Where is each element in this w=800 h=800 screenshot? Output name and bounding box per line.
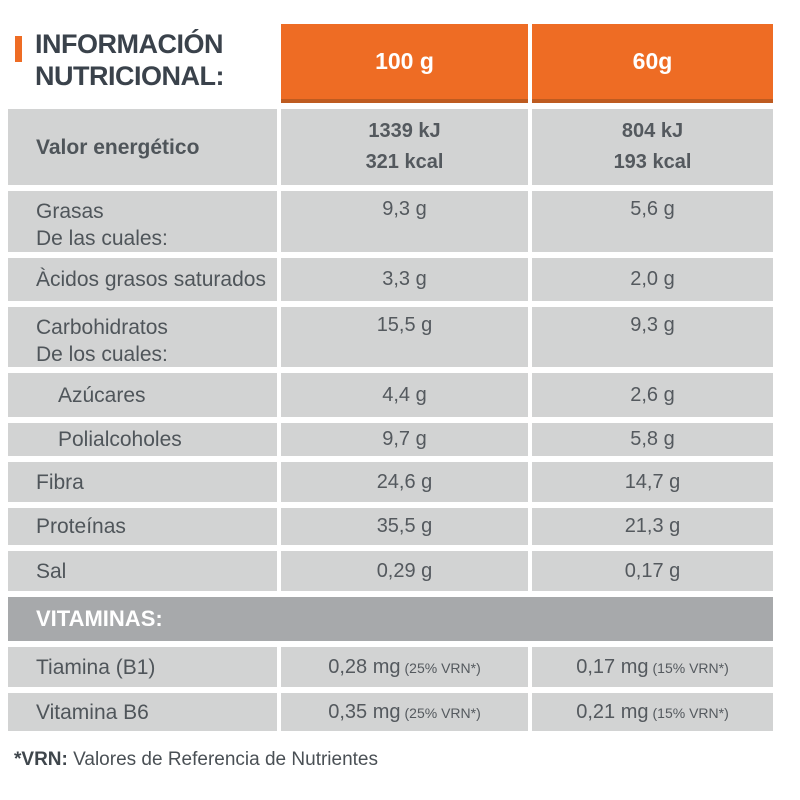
value-100g: 4,4 g: [281, 373, 528, 417]
row-label: Sal: [8, 551, 277, 591]
value-vrn-note: (25% VRN*): [404, 659, 481, 676]
row-label: Polialcoholes: [8, 423, 277, 456]
row-label-text: Vitamina B6: [36, 700, 149, 724]
table-row: Valor energético 1339 kJ 321 kcal 804 kJ…: [8, 109, 773, 185]
value-60g: 0,21 mg (15% VRN*): [532, 693, 773, 731]
value-100g: 0,29 g: [281, 551, 528, 591]
value-60g: 2,0 g: [532, 258, 773, 301]
page-title-line2: NUTRICIONAL:: [35, 61, 224, 91]
value-60g: 21,3 g: [532, 508, 773, 545]
vrn-footnote: *VRN: Valores de Referencia de Nutriente…: [14, 749, 800, 771]
value-100g: 24,6 g: [281, 462, 528, 502]
table-row: Azúcares 4,4 g 2,6 g: [8, 373, 773, 417]
value-vrn-note: (25% VRN*): [404, 704, 481, 721]
page-title: INFORMACIÓN NUTRICIONAL:: [35, 28, 277, 92]
row-label: Proteínas: [8, 508, 277, 545]
value-60g: 0,17 g: [532, 551, 773, 591]
title-cell: INFORMACIÓN NUTRICIONAL:: [8, 24, 277, 103]
row-label-text: Fibra: [36, 470, 84, 494]
value-60g: 0,17 mg (15% VRN*): [532, 647, 773, 687]
row-label: Grasas De las cuales:: [8, 191, 277, 252]
value-100g: 15,5 g: [281, 307, 528, 367]
table-header: INFORMACIÓN NUTRICIONAL: 100 g 60g: [8, 24, 773, 103]
value-100g: 9,3 g: [281, 191, 528, 252]
table-row: Sal 0,29 g 0,17 g: [8, 551, 773, 591]
value-60g: 2,6 g: [532, 373, 773, 417]
value-60g: 5,6 g: [532, 191, 773, 252]
vitamins-section-header: VITAMINAS:: [8, 597, 773, 641]
value-60g: 5,8 g: [532, 423, 773, 456]
row-label-text: Sal: [36, 559, 67, 583]
value-60g: 804 kJ 193 kcal: [532, 109, 773, 185]
table-row: Tiamina (B1) 0,28 mg (25% VRN*) 0,17 mg …: [8, 647, 773, 687]
vrn-footnote-text: Valores de Referencia de Nutrientes: [67, 749, 378, 770]
value-100g: 0,35 mg (25% VRN*): [281, 693, 528, 731]
value-100g: 0,28 mg (25% VRN*): [281, 647, 528, 687]
row-label: Fibra: [8, 462, 277, 502]
table-row: Vitamina B6 0,35 mg (25% VRN*) 0,21 mg (…: [8, 693, 773, 731]
row-sublabel-text: De los cuales:: [36, 343, 168, 366]
column-header-100g: 100 g: [281, 24, 528, 103]
row-label-text: Azúcares: [58, 383, 146, 407]
row-label-text: Grasas: [36, 200, 104, 223]
row-label: Àcidos grasos saturados: [8, 258, 277, 301]
value-amount: 0,28 mg: [328, 655, 401, 678]
value-vrn-note: (15% VRN*): [652, 704, 729, 721]
table-row: Carbohidratos De los cuales: 15,5 g 9,3 …: [8, 307, 773, 367]
table-row: Proteínas 35,5 g 21,3 g: [8, 508, 773, 545]
table-row: Fibra 24,6 g 14,7 g: [8, 462, 773, 502]
value-100g: 1339 kJ 321 kcal: [281, 109, 528, 185]
row-label: Carbohidratos De los cuales:: [8, 307, 277, 367]
row-label-text: Àcidos grasos saturados: [36, 268, 266, 291]
nutrition-table: INFORMACIÓN NUTRICIONAL: 100 g 60g Valor…: [8, 24, 773, 731]
page-title-line1: INFORMACIÓN: [35, 29, 223, 59]
vrn-footnote-abbr: *VRN:: [14, 749, 68, 770]
orange-accent-bar-icon: [15, 36, 22, 62]
table-row: Grasas De las cuales: 9,3 g 5,6 g: [8, 191, 773, 252]
column-header-60g: 60g: [532, 24, 773, 103]
value-100g: 35,5 g: [281, 508, 528, 545]
value-100g: 3,3 g: [281, 258, 528, 301]
value-amount: 0,21 mg: [576, 700, 649, 723]
value-60g: 9,3 g: [532, 307, 773, 367]
row-label: Azúcares: [8, 373, 277, 417]
value-vrn-note: (15% VRN*): [652, 659, 729, 676]
row-label-text: Valor energético: [36, 135, 200, 159]
row-label-text: Carbohidratos: [36, 316, 168, 339]
table-row: Àcidos grasos saturados 3,3 g 2,0 g: [8, 258, 773, 301]
row-label-text: Tiamina (B1): [36, 655, 156, 679]
value-60g: 14,7 g: [532, 462, 773, 502]
value-amount: 0,35 mg: [328, 700, 401, 723]
row-label: Tiamina (B1): [8, 647, 277, 687]
value-amount: 0,17 mg: [576, 655, 649, 678]
row-label: Valor energético: [8, 109, 277, 185]
row-label: Vitamina B6: [8, 693, 277, 731]
value-100g: 9,7 g: [281, 423, 528, 456]
row-label-text: Polialcoholes: [58, 428, 182, 451]
row-label-text: Proteínas: [36, 515, 126, 538]
row-sublabel-text: De las cuales:: [36, 227, 168, 250]
table-row: Polialcoholes 9,7 g 5,8 g: [8, 423, 773, 456]
